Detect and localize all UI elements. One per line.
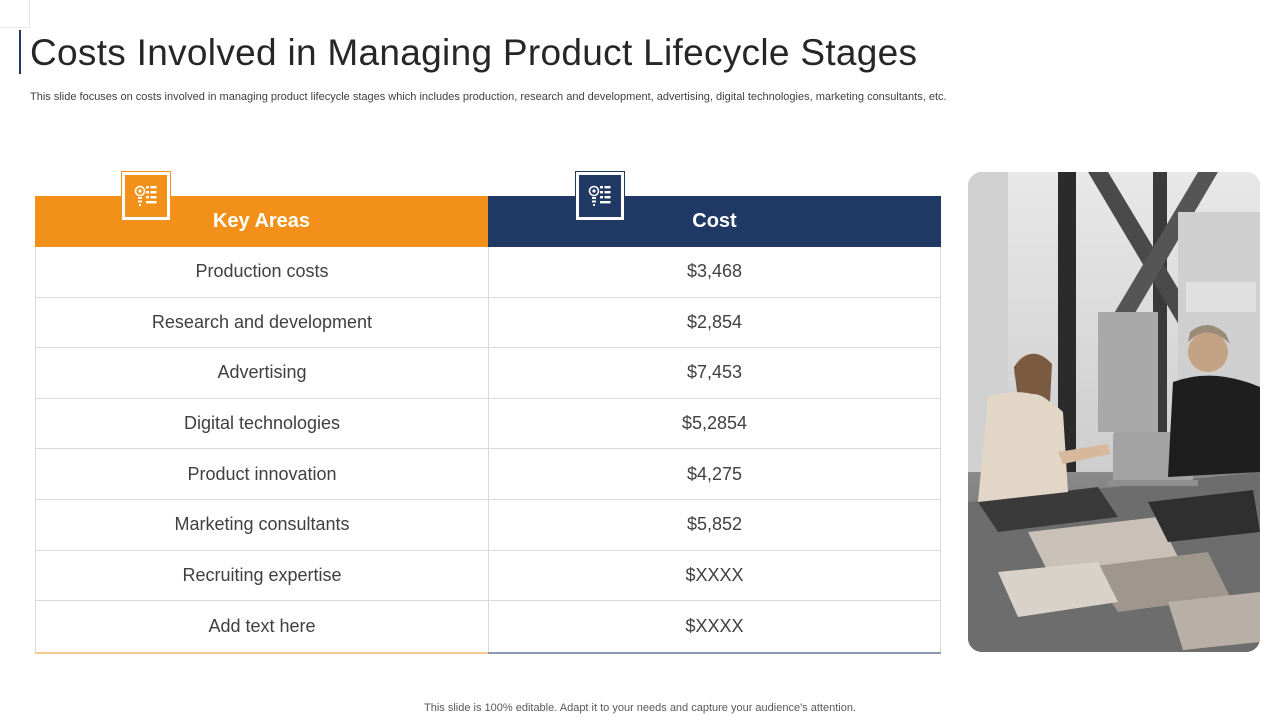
bottom-rule-left bbox=[35, 651, 488, 654]
table-row: Research and development $2,854 bbox=[35, 297, 941, 349]
photo-illustration bbox=[968, 172, 1260, 652]
table-row: Add text here $XXXX bbox=[35, 601, 941, 652]
cost-cell: $3,468 bbox=[488, 247, 941, 297]
area-cell: Product innovation bbox=[35, 449, 488, 499]
office-meeting-photo bbox=[968, 172, 1260, 652]
cost-badge bbox=[575, 171, 625, 221]
key-areas-badge bbox=[121, 171, 171, 221]
bottom-rule-right bbox=[488, 651, 941, 654]
area-cell: Add text here bbox=[35, 601, 488, 652]
table-header: Key Areas Cost bbox=[35, 196, 941, 247]
cost-cell: $XXXX bbox=[488, 550, 941, 601]
cost-cell: $5,2854 bbox=[488, 398, 941, 449]
footer-note: This slide is 100% editable. Adapt it to… bbox=[424, 702, 856, 714]
table-bottom-rule bbox=[35, 651, 941, 654]
page-subtitle: This slide focuses on costs involved in … bbox=[30, 91, 947, 103]
table-row: Production costs $3,468 bbox=[35, 247, 941, 298]
checklist-icon bbox=[134, 185, 157, 206]
table-row: Marketing consultants $5,852 bbox=[35, 499, 941, 551]
cost-cell: $5,852 bbox=[488, 499, 941, 550]
table-row: Advertising $7,453 bbox=[35, 348, 941, 399]
area-cell: Marketing consultants bbox=[35, 499, 488, 550]
table-body: Production costs $3,468 Research and dev… bbox=[35, 247, 941, 652]
header-cost: Cost bbox=[488, 196, 941, 247]
area-cell: Advertising bbox=[35, 348, 488, 398]
area-cell: Recruiting expertise bbox=[35, 550, 488, 601]
cost-cell: $2,854 bbox=[488, 297, 941, 348]
cost-cell: $XXXX bbox=[488, 601, 941, 652]
area-cell: Production costs bbox=[35, 247, 488, 297]
cost-table: Key Areas Cost Production costs $3,468 R… bbox=[35, 196, 941, 654]
page-title: Costs Involved in Managing Product Lifec… bbox=[30, 32, 918, 73]
table-row: Product innovation $4,275 bbox=[35, 449, 941, 500]
cost-cell: $4,275 bbox=[488, 449, 941, 499]
area-cell: Digital technologies bbox=[35, 398, 488, 449]
table-row: Recruiting expertise $XXXX bbox=[35, 550, 941, 602]
table-row: Digital technologies $5,2854 bbox=[35, 398, 941, 450]
header-key-areas: Key Areas bbox=[35, 196, 488, 247]
checklist-icon bbox=[588, 185, 611, 206]
title-accent-bar bbox=[19, 30, 21, 74]
area-cell: Research and development bbox=[35, 297, 488, 348]
slide-corner-tab bbox=[0, 0, 30, 28]
cost-cell: $7,453 bbox=[488, 348, 941, 398]
